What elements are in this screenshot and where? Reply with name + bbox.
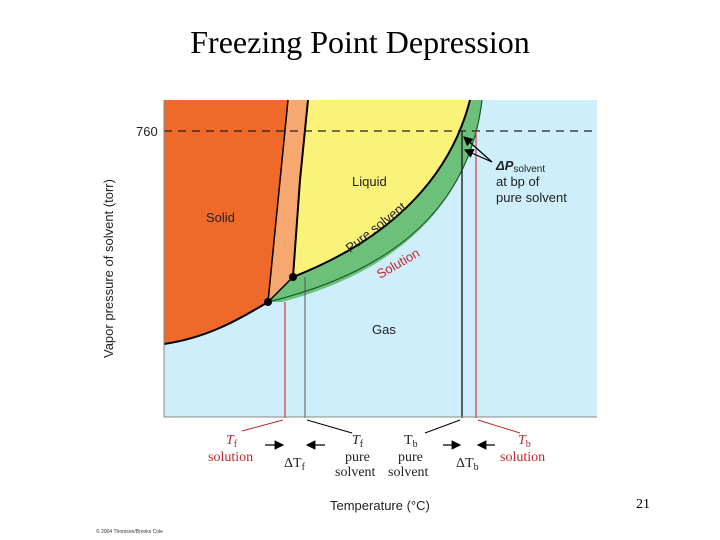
tb-solution-pointer <box>477 419 521 434</box>
solid-solution-band <box>268 100 308 302</box>
solid-region <box>164 100 288 344</box>
pure-triple-point <box>289 273 297 281</box>
liquid-region <box>293 100 470 277</box>
x-axis-label: Temperature (°C) <box>330 498 430 513</box>
tb-pure-line2: solvent <box>388 465 429 480</box>
y-tick-760: 760 <box>136 124 158 139</box>
tf-pure-symbol: Tf <box>352 433 364 450</box>
slide-title: Freezing Point Depression <box>190 24 530 60</box>
liquid-label: Liquid <box>352 174 387 189</box>
delta-p-line3: pure solvent <box>496 190 567 205</box>
copyright-notice: © 2004 Thomson/Brooks Cole <box>96 529 163 535</box>
delta-p-arrow-2 <box>463 149 493 163</box>
solution-melting-line <box>267 99 289 303</box>
tf-solution-pointer <box>241 419 284 432</box>
sublimation-curve <box>163 301 269 345</box>
tb-solution-symbol: Tb <box>518 433 531 450</box>
tf-solution-word: solution <box>208 450 253 465</box>
tb-pure-pointer <box>424 419 461 434</box>
tb-solution-word: solution <box>500 450 545 465</box>
pure-melting-line <box>292 99 309 278</box>
tf-solution-symbol: Tf <box>226 433 238 450</box>
solution-triple-point <box>264 298 272 306</box>
solid-label: Solid <box>206 210 235 225</box>
delta-p-arrow <box>463 136 493 163</box>
delta-tb-label: ΔTb <box>456 456 479 473</box>
delta-p-label: ΔPsolvent <box>495 158 545 175</box>
tb-pure-line1: pure <box>398 450 423 465</box>
delta-tf-label: ΔTf <box>284 456 306 473</box>
solution-band <box>268 100 482 302</box>
delta-p-line2: at bp of <box>496 174 540 189</box>
gas-label: Gas <box>372 322 396 337</box>
tb-pure-symbol: Tb <box>404 433 418 450</box>
tf-pure-line1: pure <box>345 450 370 465</box>
tf-pure-pointer <box>306 419 353 434</box>
y-axis-label: Vapor pressure of solvent (torr) <box>101 179 116 358</box>
tf-pure-line2: solvent <box>335 465 376 480</box>
triple-connector <box>267 276 294 303</box>
slide-number: 21 <box>636 497 650 512</box>
pure-solvent-curve <box>292 99 471 278</box>
